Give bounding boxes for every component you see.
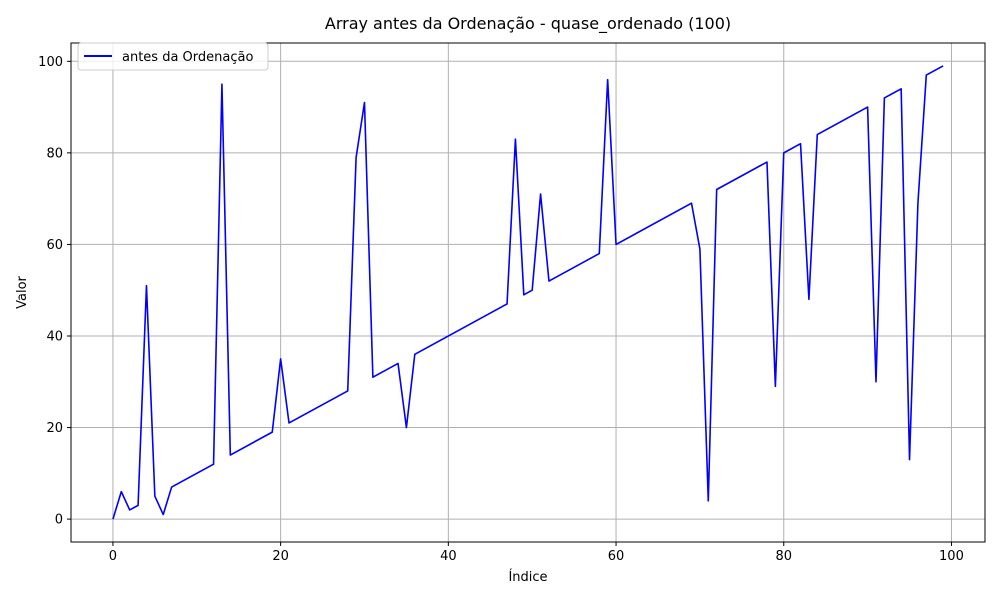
y-tick-label: 60 <box>46 238 63 253</box>
x-tick-label: 80 <box>775 549 792 564</box>
y-axis-label: Valor <box>15 275 30 308</box>
x-tick-label: 0 <box>109 549 117 564</box>
x-tick-label: 40 <box>440 549 457 564</box>
series-line <box>112 65 944 520</box>
y-tick-label: 20 <box>46 421 63 436</box>
legend: antes da Ordenação <box>77 42 269 71</box>
plot-frame <box>70 42 986 543</box>
y-tick-label: 80 <box>46 146 63 161</box>
x-axis-label: Índice <box>508 569 547 585</box>
series-layer <box>112 65 944 520</box>
y-tick-label: 0 <box>55 513 63 528</box>
x-tick-label: 20 <box>272 549 289 564</box>
legend-label: antes da Ordenação <box>122 50 253 65</box>
y-tick-label: 40 <box>46 329 63 344</box>
y-tick-label: 100 <box>38 55 63 70</box>
chart-title: Array antes da Ordenação - quase_ordenad… <box>325 14 731 34</box>
x-tick-label: 100 <box>939 549 964 564</box>
x-tick-label: 60 <box>608 549 625 564</box>
ticks: 0 20 40 60 80 100 0 20 40 60 80 100 <box>38 55 964 564</box>
legend-box <box>77 42 269 71</box>
